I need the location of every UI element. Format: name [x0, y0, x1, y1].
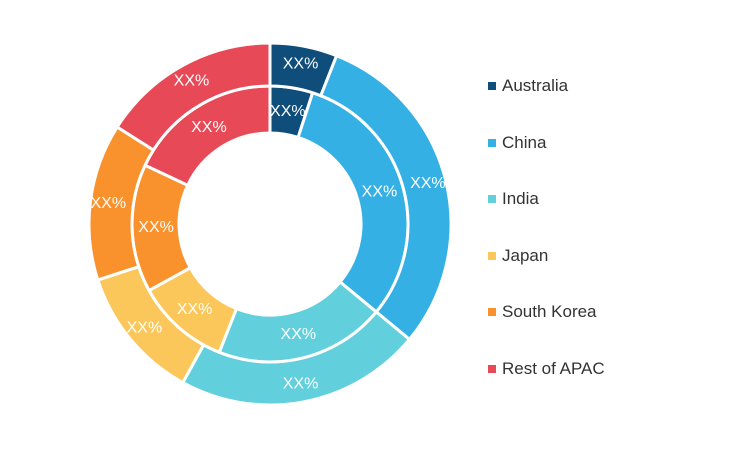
outer-slice-label: XX% — [283, 376, 319, 393]
outer-slice-label: XX% — [90, 195, 126, 212]
inner-slice-label: XX% — [177, 301, 213, 318]
legend-label: China — [502, 132, 547, 152]
inner-slice-label: XX% — [281, 326, 317, 343]
legend-swatch — [488, 82, 496, 90]
inner-slice-label: XX% — [362, 184, 398, 201]
legend-swatch — [488, 195, 496, 204]
outer-slice-label: XX% — [127, 319, 163, 336]
inner-slice-label: XX% — [191, 119, 227, 136]
legend-item: Australia — [488, 74, 738, 98]
legend-label: South Korea — [502, 302, 597, 322]
legend: Australia China India Japan South Korea Rest … — [488, 74, 738, 414]
legend-item: India — [488, 187, 738, 211]
legend-swatch — [488, 138, 496, 147]
legend-swatch — [488, 308, 496, 317]
legend-swatch — [488, 251, 496, 260]
legend-item: Japan — [488, 244, 738, 268]
outer-slice-rest-of-apac — [115, 41, 272, 153]
slice-group — [87, 41, 453, 407]
slice-label-group: XX% XX% XX% XX% XX% XX% XX% XX% XX% XX% XX% XX% — [90, 55, 445, 392]
inner-slice-label: XX% — [138, 219, 174, 236]
legend-item: China — [488, 131, 738, 155]
outer-slice-label: XX% — [283, 55, 319, 72]
legend-swatch — [488, 364, 496, 373]
legend-label: Japan — [502, 245, 549, 265]
outer-slice-label: XX% — [410, 175, 446, 192]
outer-slice-label: XX% — [174, 73, 210, 90]
legend-item: South Korea — [488, 300, 738, 324]
legend-label: Rest of APAC — [502, 358, 605, 378]
legend-label: Australia — [502, 76, 569, 95]
legend-item: Rest of APAC — [488, 357, 738, 381]
legend-label: India — [502, 189, 539, 209]
inner-slice-label: XX% — [270, 103, 306, 120]
